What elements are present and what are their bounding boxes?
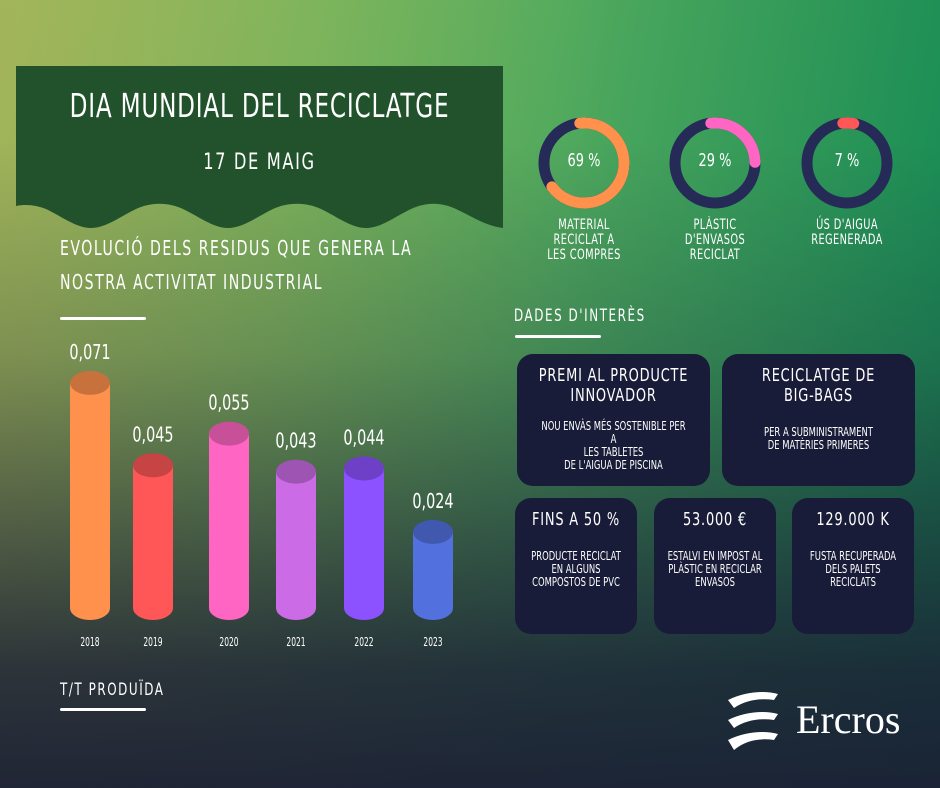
x-tick-label: 2020 [219, 636, 238, 650]
donut-progress-arc [538, 117, 630, 209]
fact-card-desc: PRODUCTE RECICLAT [531, 549, 621, 563]
donut-progress-arc [669, 117, 761, 209]
fact-card-tax-savings: 53.000 € ESTALVI EN IMPOST AL PLÀSTIC EN… [654, 498, 776, 634]
facts-title: DADES D'INTERÈS [514, 306, 646, 326]
fact-card-wood: 129.000 K FUSTA RECUPERADA DELS PALETS R… [792, 498, 914, 634]
donut-label-line: REGENERADA [811, 232, 883, 248]
bar-value-label: 0,024 [412, 490, 453, 513]
ercros-wordmark: Ercros [796, 697, 901, 742]
fact-card-desc: NOU ENVÀS MÉS SOSTENIBLE PER A [541, 419, 686, 446]
fact-card-desc: LES TABLETES [583, 445, 644, 459]
bar-top [413, 519, 453, 544]
donut-label-line: LES COMPRES [547, 247, 621, 263]
donut-value: 69 % [567, 150, 601, 171]
fact-card-desc: DE L'AIGUA DE PISCINA [564, 458, 663, 472]
fact-card-desc: PLÀSTIC EN RECICLAR [668, 562, 762, 576]
fact-card-title: BIG-BAGS [783, 385, 854, 406]
chart-title-line2: NOSTRA ACTIVITAT INDUSTRIAL [60, 270, 324, 294]
chart-title-underline [60, 317, 146, 320]
page-subtitle: 17 DE MAIG [203, 150, 316, 175]
bar-value-label: 0,071 [69, 341, 110, 364]
bar-top [209, 421, 249, 446]
header-banner-shape [16, 66, 503, 228]
header-banner: DIA MUNDIAL DEL RECICLATGE 17 DE MAIG [16, 66, 503, 228]
donut-label-line: ÚS D'AIGUA [816, 217, 878, 233]
fact-card-desc: FUSTA RECUPERADA [809, 549, 897, 563]
donut-ring [669, 117, 761, 209]
donut-value: 29 % [698, 150, 732, 171]
bar-2022: 0,044 2022 [343, 427, 384, 650]
bar-2018: 0,071 2018 [69, 341, 110, 649]
bar-top [133, 453, 173, 478]
bar-value-label: 0,045 [132, 424, 173, 447]
fact-card-desc: DE MATÈRIES PRIMERES [767, 438, 870, 452]
donut-label: ÚS D'AIGUA REGENERADA [804, 218, 890, 248]
bar-top [344, 456, 384, 481]
x-tick-label: 2022 [354, 636, 373, 650]
bar-2021: 0,043 2021 [275, 430, 316, 649]
bar-body [276, 471, 316, 620]
fact-card-desc: EN ALGUNS [551, 562, 601, 576]
donut-1: 69 % MATERIAL RECICLAT A LES COMPRES [529, 116, 639, 263]
fact-card-title: PREMI AL PRODUCTE [538, 365, 689, 386]
ercros-waves-icon [728, 692, 778, 750]
bar-value-label: 0,043 [275, 430, 316, 453]
fact-card-desc: PER A SUBMINISTRAMENT [764, 425, 873, 439]
bar-value-label: 0,055 [208, 392, 249, 415]
bar-body [413, 531, 453, 620]
bar-value-label: 0,044 [343, 427, 384, 450]
donut-label-line: RECICLAT A [553, 232, 615, 248]
donut-label-line: D'ENVASOS [684, 232, 746, 248]
fact-card-pvc: FINS A 50 % PRODUCTE RECICLAT EN ALGUNS … [515, 498, 637, 634]
fact-card-big-bags: RECICLATGE DE BIG-BAGS PER A SUBMINISTRA… [722, 354, 915, 486]
donut-ring [801, 117, 893, 209]
unit-label-underline [60, 708, 146, 711]
bar-top [70, 370, 110, 395]
donut-label-line: RECICLAT [689, 247, 741, 263]
bar-top [276, 459, 316, 484]
bar-body [70, 382, 110, 620]
x-tick-label: 2019 [143, 636, 162, 650]
fact-card-award: PREMI AL PRODUCTE INNOVADOR NOU ENVÀS MÉ… [517, 354, 710, 486]
fact-card-desc: COMPOSTOS DE PVC [532, 575, 620, 589]
fact-card-title: RECICLATGE DE [761, 365, 876, 386]
donut-label-line: PLÀSTIC [693, 217, 737, 233]
donut-progress-arc [801, 117, 893, 209]
ercros-logo: Ercros [724, 690, 924, 756]
x-tick-label: 2023 [423, 636, 442, 650]
fact-card-title: FINS A 50 % [532, 509, 620, 530]
chart-title-line1: EVOLUCIÓ DELS RESIDUS QUE GENERA LA [60, 236, 413, 260]
x-tick-label: 2018 [80, 636, 99, 650]
fact-card-title: INNOVADOR [570, 385, 657, 406]
fact-card-desc: ESTALVI EN IMPOST AL [667, 549, 763, 563]
donut-2: 29 % PLÀSTIC D'ENVASOS RECICLAT [660, 116, 770, 263]
facts-title-underline [515, 335, 601, 338]
donut-label: MATERIAL RECICLAT A LES COMPRES [541, 218, 627, 263]
fact-card-desc: DELS PALETS [825, 562, 881, 576]
donut-label-line: MATERIAL [558, 217, 610, 233]
bar-2023: 0,024 2023 [412, 490, 453, 649]
bar-body [344, 468, 384, 620]
donut-3: 7 % ÚS D'AIGUA REGENERADA [792, 116, 902, 248]
bar-body [133, 465, 173, 620]
x-tick-label: 2021 [286, 636, 305, 650]
fact-card-title: 53.000 € [682, 509, 748, 530]
page-title: DIA MUNDIAL DEL RECICLATGE [69, 86, 450, 125]
fact-card-title: 129.000 K [816, 509, 890, 530]
donut-label: PLÀSTIC D'ENVASOS RECICLAT [672, 218, 758, 263]
donut-ring [538, 117, 630, 209]
fact-card-desc: ENVASOS [695, 575, 735, 589]
donut-value: 7 % [834, 150, 860, 171]
bar-body [209, 433, 249, 620]
bar-2019: 0,045 2019 [132, 424, 173, 650]
y-axis-unit-label: T/T PRODUÏDA [60, 680, 165, 700]
fact-card-desc: RECICLATS [830, 575, 876, 589]
bar-2020: 0,055 2020 [208, 392, 249, 649]
